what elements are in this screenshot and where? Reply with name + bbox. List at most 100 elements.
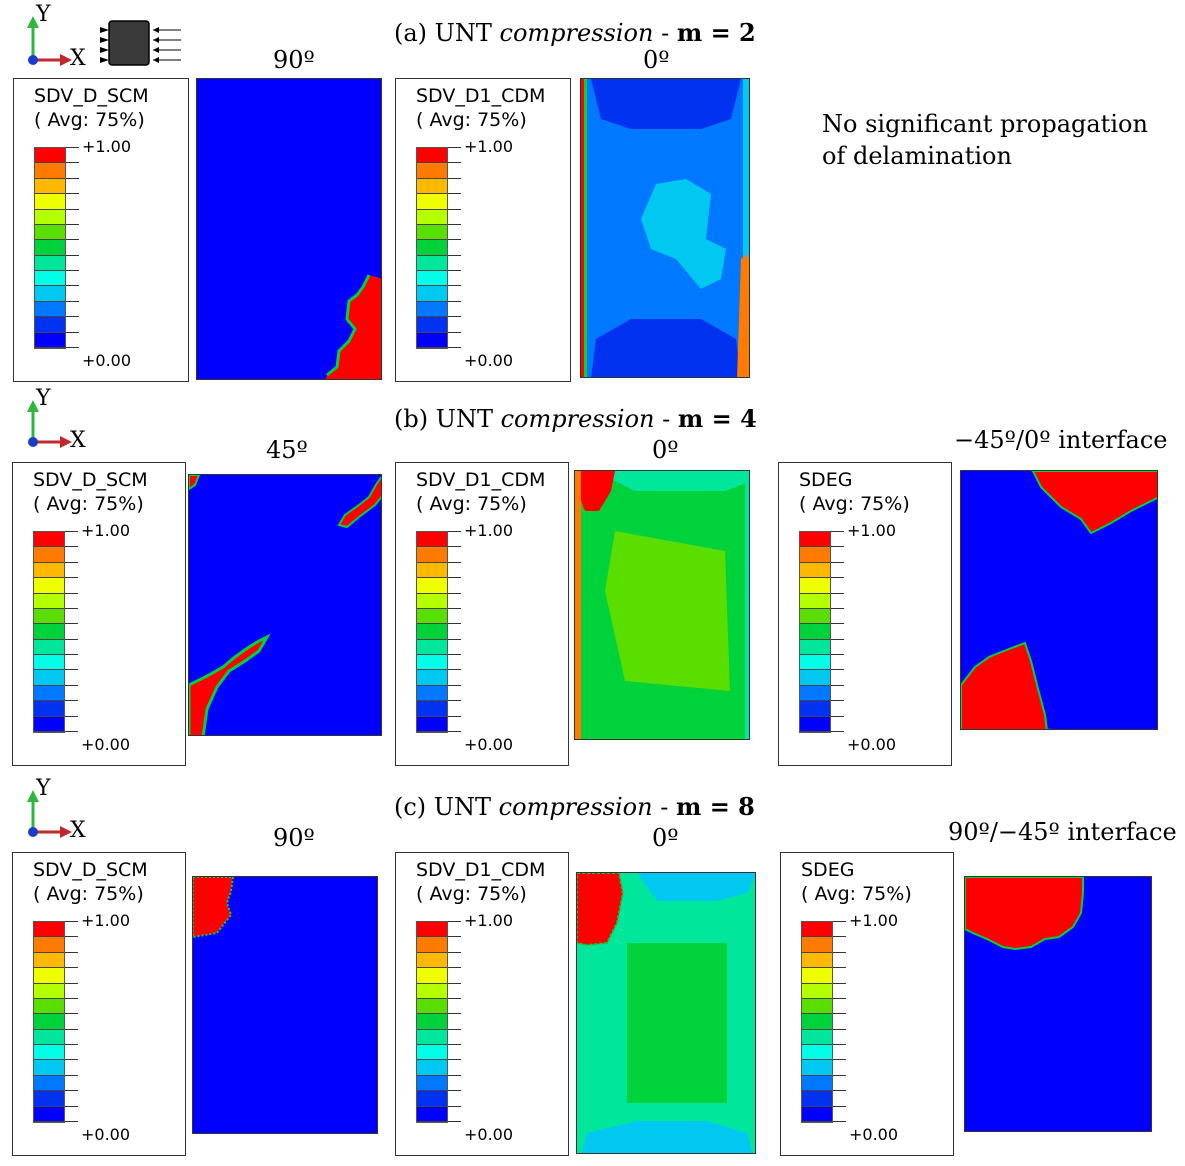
legend-color-step (34, 593, 64, 609)
legend-c-scm: SDV_D_SCM( Avg: 75%) +1.00 +0.00 (12, 852, 186, 1156)
axis-triad-c-arrows (27, 790, 72, 838)
legend-averaging: ( Avg: 75%) (416, 883, 527, 905)
legend-tick (447, 1044, 461, 1046)
legend-tick (447, 254, 461, 256)
legend-averaging: ( Avg: 75%) (416, 109, 527, 131)
legend-color-bar (799, 531, 831, 733)
legend-color-step (34, 922, 64, 938)
axis-x-label: X (70, 428, 86, 453)
legend-tick (447, 1090, 461, 1092)
legend-color-step (417, 148, 447, 164)
axis-triad-a: Y X (22, 2, 92, 71)
legend-tick (64, 1044, 78, 1046)
legend-tick (830, 561, 844, 563)
legend-color-step (34, 655, 64, 671)
legend-c-sdeg: SDEG( Avg: 75%) +1.00 +0.00 (780, 852, 954, 1156)
row-b-ply2-label: 0º (652, 436, 679, 464)
legend-tick (832, 1074, 846, 1076)
legend-min-label: +0.00 (464, 351, 514, 370)
contour-b-interface (960, 470, 1158, 730)
axis-x-label: X (70, 46, 86, 71)
legend-color-bar (34, 147, 66, 349)
legend-tick (64, 1028, 78, 1030)
legend-tick (447, 147, 461, 148)
legend-tick (830, 731, 844, 732)
legend-color-step (417, 968, 447, 984)
row-b-title-prefix: (b) UNT (394, 405, 501, 433)
legend-min-label: +0.00 (82, 351, 132, 370)
legend-tick (830, 592, 844, 594)
legend-color-step (417, 937, 447, 953)
legend-tick (830, 607, 844, 609)
legend-tick (447, 270, 461, 272)
legend-color-step (417, 1075, 447, 1092)
legend-tick (447, 936, 461, 938)
legend-color-step (34, 532, 64, 548)
legend-averaging: ( Avg: 75%) (34, 109, 145, 131)
legend-color-step (35, 271, 65, 287)
legend-tick (832, 1028, 846, 1030)
legend-color-step (35, 163, 65, 179)
legend-color-step (34, 952, 64, 969)
legend-tick (447, 239, 461, 241)
legend-color-step (802, 1045, 832, 1061)
legend-averaging: ( Avg: 75%) (33, 883, 144, 905)
legend-color-step (34, 1029, 64, 1045)
legend-color-step (35, 255, 65, 271)
legend-color-step (417, 1091, 447, 1107)
legend-color-step (417, 670, 447, 686)
legend-tick (447, 623, 461, 625)
legend-color-step (802, 1091, 832, 1107)
contour-c-90-ply-shape (193, 877, 235, 939)
legend-color-step (802, 937, 832, 953)
legend-variable-name: SDV_D1_CDM (416, 859, 546, 881)
legend-tick (64, 684, 78, 686)
legend-color-step (34, 1091, 64, 1107)
legend-tick (65, 347, 79, 348)
legend-tick (64, 638, 78, 640)
legend-color-step (35, 148, 65, 164)
legend-color-step (35, 194, 65, 210)
legend-tick (65, 254, 79, 256)
legend-color-step (417, 194, 447, 210)
contour-a-90-ply-shape (325, 274, 381, 379)
legend-color-step (800, 593, 830, 609)
legend-tick (447, 921, 461, 922)
legend-color-step (35, 240, 65, 256)
row-b-interface-label: −45º/0º interface (954, 426, 1168, 454)
legend-tick (447, 1059, 461, 1061)
contour-c-90-ply (192, 876, 378, 1134)
axis-y-label: Y (36, 776, 51, 801)
legend-color-step (417, 562, 447, 579)
legend-max-label: +1.00 (464, 521, 514, 540)
legend-tick (64, 921, 78, 922)
legend-tick (447, 177, 461, 179)
legend-tick (447, 1105, 461, 1107)
legend-min-label: +0.00 (81, 1125, 131, 1144)
legend-color-step (800, 562, 830, 579)
contour-a-0-ply (580, 78, 750, 378)
contour-c-0-ply (576, 872, 756, 1154)
legend-color-step (802, 922, 832, 938)
legend-color-step (802, 1060, 832, 1076)
legend-color-step (35, 286, 65, 302)
contour-c-interface-shape (965, 877, 1084, 951)
legend-color-step (34, 716, 64, 732)
legend-color-step (34, 562, 64, 579)
legend-tick (447, 208, 461, 210)
legend-color-step (802, 998, 832, 1015)
legend-tick (64, 546, 78, 548)
contour-a-0-ply-shape (581, 79, 749, 377)
row-c-interface-label: 90º/−45º interface (948, 818, 1177, 846)
legend-variable-name: SDEG (801, 859, 855, 881)
legend-color-step (417, 255, 447, 271)
legend-tick (447, 1028, 461, 1030)
legend-variable-name: SDV_D_SCM (34, 85, 149, 107)
legend-color-step (34, 1060, 64, 1076)
row-b-title-dash: - (654, 405, 678, 433)
legend-max-label: +1.00 (82, 137, 132, 156)
legend-tick (64, 700, 78, 702)
legend-tick (447, 669, 461, 671)
legend-min-label: +0.00 (464, 1125, 514, 1144)
legend-max-label: +1.00 (849, 911, 899, 930)
